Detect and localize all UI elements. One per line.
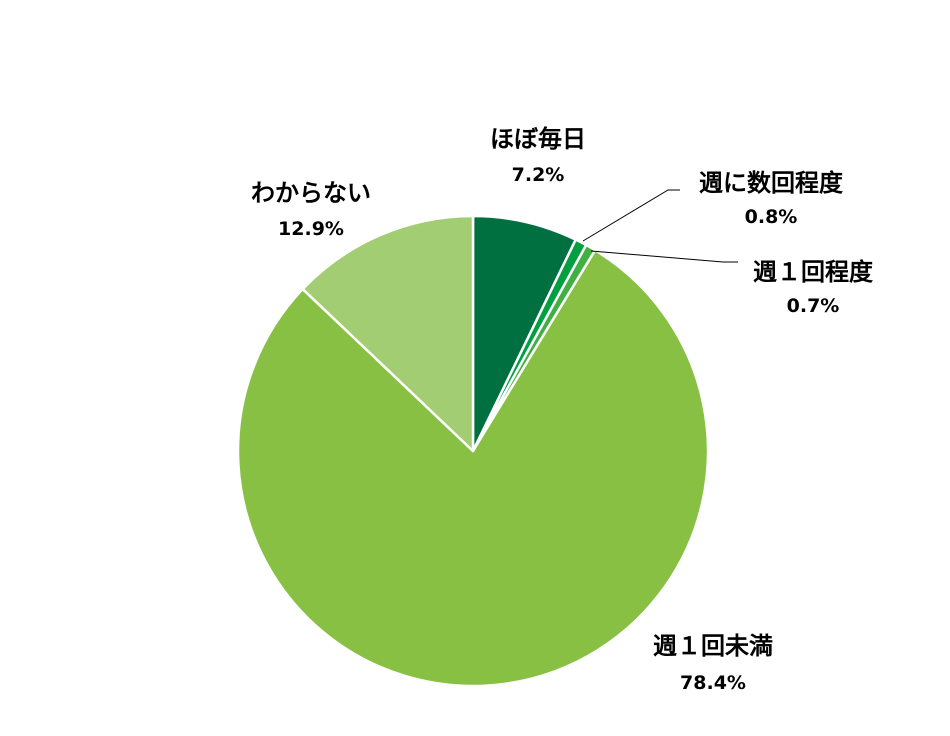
slice-value-1: 0.8% xyxy=(745,206,798,228)
slice-label-3: 週１回未満 xyxy=(653,632,773,660)
leader-lines xyxy=(582,189,738,263)
leader-line-slice-1 xyxy=(582,189,680,242)
pie-slice-3 xyxy=(236,248,710,688)
slice-label-1: 週に数回程度 xyxy=(699,169,844,197)
slice-labels: ほぼ毎日 7.2% 週に数回程度 0.8% 週１回程度 0.7% 週１回未満 7… xyxy=(251,125,874,694)
slice-label-2: 週１回程度 xyxy=(753,258,874,286)
pie-slice-4 xyxy=(301,214,475,453)
leader-line-slice-2 xyxy=(590,250,738,263)
slice-label-0: ほぼ毎日 xyxy=(490,125,586,153)
slice-value-0: 7.2% xyxy=(512,164,565,186)
slice-value-2: 0.7% xyxy=(787,295,840,317)
slice-label-4: わからない xyxy=(251,179,371,207)
slice-value-4: 12.9% xyxy=(278,218,344,240)
pie-slice-0 xyxy=(471,214,577,453)
slice-value-3: 78.4% xyxy=(680,672,746,694)
pie-slices xyxy=(236,214,710,688)
